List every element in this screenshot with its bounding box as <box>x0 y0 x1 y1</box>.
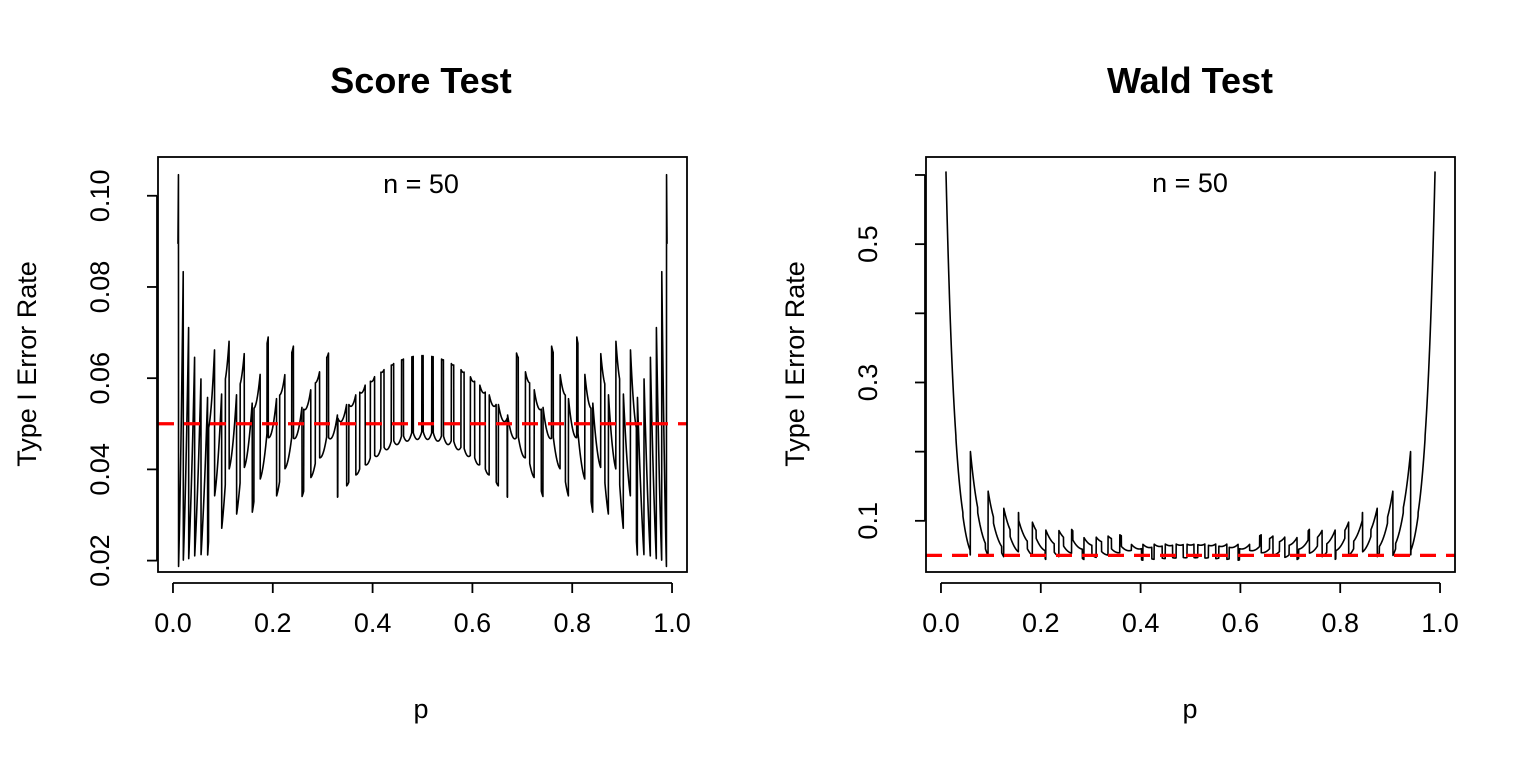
x-axis-label: p <box>1182 694 1197 724</box>
chart-title: Wald Test <box>1107 60 1273 101</box>
plot-area: 0.0 0.2 0.4 0.6 0.8 1.0 0.02 0.04 0.06 0.08 0.10 <box>85 156 691 638</box>
score-test-panel: Score Test n = 50 p Type I Error Rate 0.… <box>12 60 691 724</box>
plot-frame <box>925 156 1456 573</box>
y-tick-label: 0.3 <box>853 364 883 402</box>
chart-title: Score Test <box>330 60 511 101</box>
y-tick-label: 0.1 <box>853 502 883 540</box>
y-axis-label: Type I Error Rate <box>780 261 810 467</box>
x-tick-label: 0.4 <box>1122 608 1160 638</box>
plot-frame <box>157 156 688 573</box>
x-tick-label: 0.0 <box>922 608 960 638</box>
x-tick-label: 0.6 <box>1222 608 1260 638</box>
x-tick-label: 0.8 <box>1321 608 1359 638</box>
sample-size-annotation: n = 50 <box>383 169 459 199</box>
x-tick-label: 0.2 <box>254 608 292 638</box>
x-tick-label: 0.0 <box>154 608 192 638</box>
x-axis-label: p <box>413 694 428 724</box>
y-tick-label: 0.5 <box>853 225 883 263</box>
x-tick-label: 0.2 <box>1022 608 1060 638</box>
error-rate-line <box>177 173 668 568</box>
x-tick-label: 0.6 <box>454 608 492 638</box>
error-rate-line <box>945 171 1436 562</box>
y-tick-label: 0.08 <box>85 261 115 314</box>
wald-test-panel: Wald Test n = 50 p Type I Error Rate 0.0… <box>780 60 1459 724</box>
y-tick-label: 0.02 <box>85 534 115 587</box>
y-tick-label: 0.04 <box>85 443 115 496</box>
y-tick-label: 0.10 <box>85 170 115 223</box>
sample-size-annotation: n = 50 <box>1152 168 1228 198</box>
y-axis-label: Type I Error Rate <box>12 261 42 467</box>
plot-area: 0.0 0.2 0.4 0.6 0.8 1.0 0.1 0.3 0.5 <box>853 156 1459 638</box>
x-tick-label: 0.4 <box>354 608 392 638</box>
x-tick-label: 1.0 <box>1421 608 1459 638</box>
y-tick-label: 0.06 <box>85 352 115 405</box>
x-tick-label: 0.8 <box>553 608 591 638</box>
x-tick-label: 1.0 <box>653 608 691 638</box>
